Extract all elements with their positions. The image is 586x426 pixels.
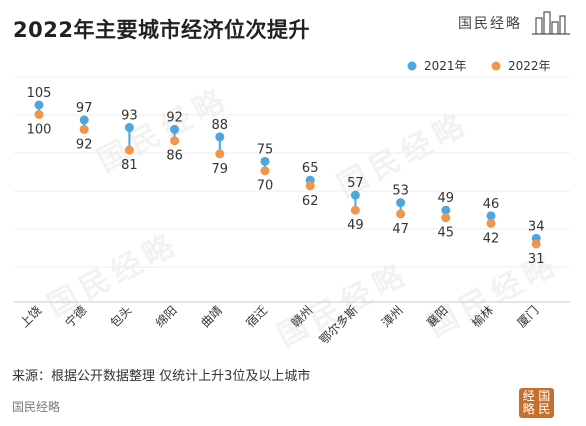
point-2022 xyxy=(215,149,225,159)
point-2021 xyxy=(396,198,406,208)
data-label-2021: 49 xyxy=(438,191,455,206)
x-tick-label: 曲靖 xyxy=(198,303,225,330)
x-tick-label: 鄂尔多斯 xyxy=(316,303,361,348)
seal-char: 国 xyxy=(538,389,551,403)
source-note: 来源：根据公开数据整理 仅统计上升3位及以上城市 xyxy=(12,369,311,384)
data-label-2022: 100 xyxy=(27,122,52,137)
data-label-2022: 31 xyxy=(528,252,545,267)
point-2022 xyxy=(170,136,180,146)
x-tick-label: 包头 xyxy=(108,303,135,330)
point-2021 xyxy=(260,156,270,166)
x-axis-tick-labels: 上饶 宁德 包头 绵阳 曲靖 宿迁 赣州 鄂尔多斯 漳州 襄阳 榆林 厦门 xyxy=(17,303,541,348)
x-tick-label: 厦门 xyxy=(514,303,542,331)
data-label-2021: 65 xyxy=(302,161,319,176)
skyline-icon xyxy=(532,11,570,35)
point-2022 xyxy=(396,209,406,219)
data-label-2022: 49 xyxy=(347,218,364,233)
data-label-2022: 86 xyxy=(166,149,183,164)
point-2022 xyxy=(79,124,89,134)
data-label-2021: 34 xyxy=(528,219,545,234)
brand-logo: 国民经略 xyxy=(448,8,576,38)
legend-marker-2022 xyxy=(491,61,501,71)
data-label-2022: 62 xyxy=(302,194,319,209)
point-2021 xyxy=(350,190,360,200)
data-label-2021: 92 xyxy=(166,110,183,125)
x-tick-label: 宁德 xyxy=(62,303,90,331)
point-2022 xyxy=(350,205,360,215)
data-label-2021: 93 xyxy=(121,109,138,124)
point-2022 xyxy=(486,218,496,228)
x-tick-label: 漳州 xyxy=(378,303,406,331)
chart-marks: 105 100 97 92 93 81 92 86 88 79 75 70 65 62 57 49 53 47 49… xyxy=(27,86,545,267)
x-tick-label: 榆林 xyxy=(469,303,497,331)
data-label-2022: 70 xyxy=(257,179,274,194)
seal-char: 民 xyxy=(538,402,551,416)
legend-label-2021: 2021年 xyxy=(424,59,467,73)
data-label-2022: 47 xyxy=(392,222,409,237)
dumbbell-chart: 2021年 2022年 105 100 97 92 93 81 92 86 88 79 75 70 65… xyxy=(14,59,570,348)
point-2022 xyxy=(305,181,315,191)
point-2021 xyxy=(215,132,225,142)
x-tick-label: 绵阳 xyxy=(153,303,180,330)
grid-lines xyxy=(14,76,570,303)
brand-seal-logo: 经国略民 xyxy=(519,388,554,418)
x-tick-label: 襄阳 xyxy=(423,303,451,331)
data-label-2021: 53 xyxy=(392,184,409,199)
data-label-2021: 88 xyxy=(212,118,229,133)
point-2021 xyxy=(124,123,134,133)
legend-marker-2021 xyxy=(407,61,417,71)
x-tick-label: 赣州 xyxy=(288,303,315,330)
point-2021 xyxy=(486,211,496,221)
data-label-2022: 81 xyxy=(121,158,138,173)
point-2021 xyxy=(170,124,180,134)
chart-title: 2022年主要城市经济位次提升 xyxy=(13,18,310,42)
data-label-2021: 75 xyxy=(257,142,274,157)
data-label-2022: 79 xyxy=(212,162,229,177)
brand-logo-text: 国民经略 xyxy=(458,16,522,32)
seal-char: 略 xyxy=(522,402,535,416)
point-2022 xyxy=(531,239,541,249)
point-2022 xyxy=(34,109,44,119)
footer-brand: 国民经略 xyxy=(12,400,61,414)
point-2022 xyxy=(124,145,134,155)
x-tick-label: 上饶 xyxy=(17,303,44,330)
point-2022 xyxy=(260,166,270,176)
data-label-2021: 97 xyxy=(76,101,93,116)
seal-char: 经 xyxy=(522,389,535,403)
data-label-2021: 57 xyxy=(347,176,364,191)
data-label-2021: 46 xyxy=(483,197,500,212)
point-2021 xyxy=(79,115,89,125)
x-tick-label: 宿迁 xyxy=(243,303,271,331)
data-label-2021: 105 xyxy=(27,86,52,101)
point-2021 xyxy=(34,100,44,110)
point-2022 xyxy=(441,213,451,223)
point-2021 xyxy=(441,205,451,215)
legend-label-2022: 2022年 xyxy=(508,59,551,73)
data-label-2022: 42 xyxy=(483,231,500,246)
legend: 2021年 2022年 xyxy=(407,59,551,73)
data-label-2022: 92 xyxy=(76,137,93,152)
data-label-2022: 45 xyxy=(438,226,455,241)
